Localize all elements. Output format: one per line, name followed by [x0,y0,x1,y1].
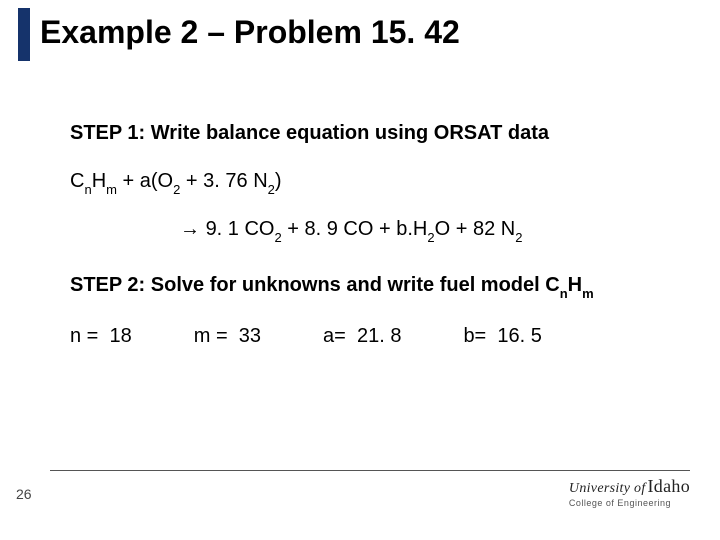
logo-idaho: Idaho [648,476,690,496]
n-value: 18 [109,325,131,347]
title-block: Example 2 – Problem 15. 42 [0,0,720,61]
step1-label: STEP 1: Write balance equation using ORS… [70,117,672,149]
footer-divider [50,470,690,471]
a-label: a= [323,325,346,347]
page-number: 26 [16,486,32,502]
logo-subtitle: College of Engineering [569,498,690,508]
page-title: Example 2 – Problem 15. 42 [40,8,460,61]
a-value: 21. 8 [357,325,401,347]
val-n: n = 18 [70,320,132,352]
university-logo: University ofIdaho College of Engineerin… [569,476,690,508]
coef-n2-air: 3. 76 [203,170,247,192]
b-value: 16. 5 [497,325,541,347]
logo-prefix: University of [569,481,646,496]
step2-text: STEP 2: Solve for unknowns and write fue… [70,274,560,296]
val-b: b= 16. 5 [463,320,541,352]
title-accent-bar [18,8,30,61]
logo-main-text: University ofIdaho [569,476,690,497]
equation-rhs: → 9. 1 CO2 + 8. 9 CO + b.H2O + 82 N2 [70,213,672,247]
val-m: m = 33 [194,320,261,352]
content-area: STEP 1: Write balance equation using ORS… [0,61,720,352]
coef-n2: 82 [473,218,495,240]
m-value: 33 [239,325,261,347]
step2-label: STEP 2: Solve for unknowns and write fue… [70,269,672,303]
n-label: n = [70,325,98,347]
val-a: a= 21. 8 [323,320,401,352]
b-label: b= [463,325,486,347]
equation-lhs: CnHm + a(O2 + 3. 76 N2) [70,165,672,199]
coef-co: 8. 9 [305,218,338,240]
m-label: m = [194,325,228,347]
values-row: n = 18 m = 33 a= 21. 8 b= 16. 5 [70,320,672,352]
arrow-icon: → [180,218,200,240]
footer: 26 University ofIdaho College of Enginee… [0,470,720,540]
coef-co2: 9. 1 [206,218,239,240]
